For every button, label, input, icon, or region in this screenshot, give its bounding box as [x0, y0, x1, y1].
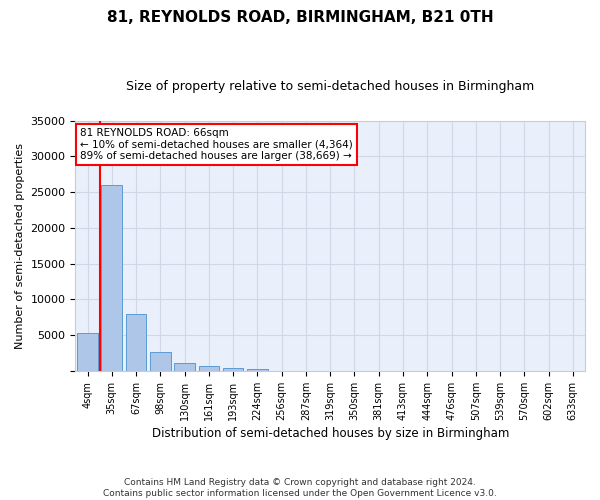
Bar: [199, 366, 219, 371]
Bar: [150, 352, 170, 371]
Bar: [223, 368, 244, 371]
Bar: [101, 185, 122, 371]
Text: 81, REYNOLDS ROAD, BIRMINGHAM, B21 0TH: 81, REYNOLDS ROAD, BIRMINGHAM, B21 0TH: [107, 10, 493, 25]
Bar: [77, 333, 98, 371]
Text: 81 REYNOLDS ROAD: 66sqm
← 10% of semi-detached houses are smaller (4,364)
89% of: 81 REYNOLDS ROAD: 66sqm ← 10% of semi-de…: [80, 128, 353, 162]
Text: Contains HM Land Registry data © Crown copyright and database right 2024.
Contai: Contains HM Land Registry data © Crown c…: [103, 478, 497, 498]
Bar: [126, 314, 146, 371]
Bar: [247, 369, 268, 371]
Title: Size of property relative to semi-detached houses in Birmingham: Size of property relative to semi-detach…: [126, 80, 535, 93]
Bar: [174, 363, 195, 371]
X-axis label: Distribution of semi-detached houses by size in Birmingham: Distribution of semi-detached houses by …: [152, 427, 509, 440]
Y-axis label: Number of semi-detached properties: Number of semi-detached properties: [15, 143, 25, 349]
